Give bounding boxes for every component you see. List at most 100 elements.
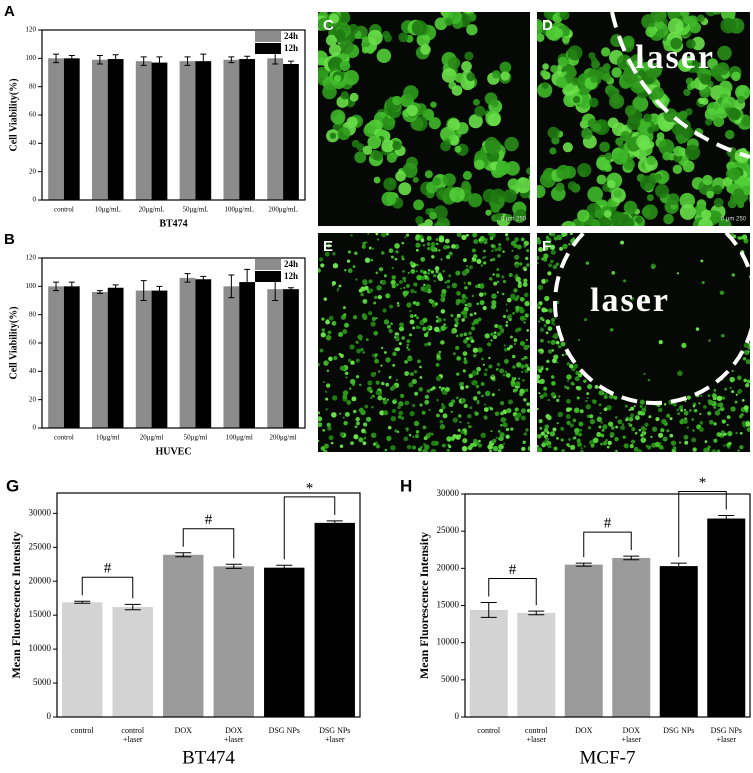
cell [442, 269, 446, 273]
cell [326, 360, 329, 364]
cell [741, 234, 748, 240]
cell [380, 364, 383, 367]
x-axis-label: HUVEC [155, 446, 191, 457]
cell [466, 233, 469, 237]
cell [422, 243, 426, 247]
error-bar [184, 56, 191, 66]
cell [489, 449, 492, 452]
cell [700, 394, 703, 397]
cell [430, 448, 437, 452]
cell [700, 259, 704, 263]
cell [505, 233, 509, 237]
cell [542, 392, 548, 398]
cell [440, 258, 443, 261]
cell [737, 388, 743, 394]
cell [606, 445, 610, 449]
cell [516, 295, 520, 299]
cell [342, 416, 345, 419]
cell [568, 243, 571, 246]
cell [537, 320, 541, 323]
y-axis-label: Mean Fluorescence Intensity [9, 531, 23, 678]
cell [521, 378, 525, 382]
cell [398, 32, 409, 43]
cell [416, 33, 430, 47]
cell [680, 409, 683, 412]
cell [404, 359, 408, 364]
cell [599, 412, 602, 415]
cell [566, 398, 571, 404]
cell [629, 413, 635, 418]
cell [526, 248, 530, 253]
cell [526, 367, 530, 371]
cell [441, 288, 447, 295]
cell [438, 236, 445, 243]
cell [358, 407, 364, 413]
cell [427, 268, 431, 272]
significance-bracket [488, 578, 537, 606]
bar [517, 612, 556, 717]
cell [638, 139, 651, 151]
cell [464, 286, 468, 290]
cell [395, 347, 400, 352]
cell [660, 428, 665, 433]
cell [354, 151, 367, 164]
cell [557, 411, 563, 418]
cell [721, 396, 725, 400]
cell [322, 84, 337, 100]
cell [489, 236, 494, 241]
cell [600, 433, 605, 438]
cell [615, 137, 624, 146]
cell [617, 419, 623, 425]
bar [91, 292, 108, 428]
y-tick-label: 0 [33, 196, 37, 204]
cell [462, 258, 467, 263]
cell [477, 317, 482, 322]
cell [415, 301, 420, 307]
cell [716, 395, 723, 402]
cell [362, 441, 367, 446]
cell [678, 405, 684, 410]
cell [473, 239, 479, 245]
cell [318, 439, 320, 443]
cell [513, 288, 518, 293]
cell [423, 270, 427, 275]
cell [492, 445, 499, 452]
cell [679, 441, 682, 444]
cell [441, 68, 457, 83]
cell [435, 270, 439, 274]
cell [507, 347, 511, 351]
cell [568, 407, 573, 411]
cell [620, 425, 625, 431]
cell [551, 381, 556, 386]
cell [415, 263, 419, 267]
cell [538, 306, 541, 309]
cell [549, 147, 557, 155]
cell [428, 298, 433, 303]
cell [456, 372, 460, 376]
cell [439, 408, 444, 413]
cell [522, 282, 528, 287]
cell [339, 365, 346, 371]
cell [448, 251, 453, 256]
cell [408, 382, 414, 388]
error-bar [200, 53, 207, 69]
cell [678, 60, 688, 71]
cell [374, 358, 379, 364]
cell [397, 430, 400, 433]
cell [523, 292, 529, 298]
cell [480, 432, 486, 439]
cell [506, 297, 512, 303]
cell [483, 249, 486, 253]
cell [514, 407, 519, 412]
cell [540, 338, 544, 343]
cell [318, 362, 320, 367]
cell [495, 212, 503, 221]
cell [440, 325, 446, 331]
cell [384, 34, 392, 43]
cell [424, 444, 430, 450]
cell [491, 293, 497, 299]
cell [651, 265, 656, 270]
cell [413, 282, 418, 287]
legend-label: 12h [284, 271, 298, 281]
